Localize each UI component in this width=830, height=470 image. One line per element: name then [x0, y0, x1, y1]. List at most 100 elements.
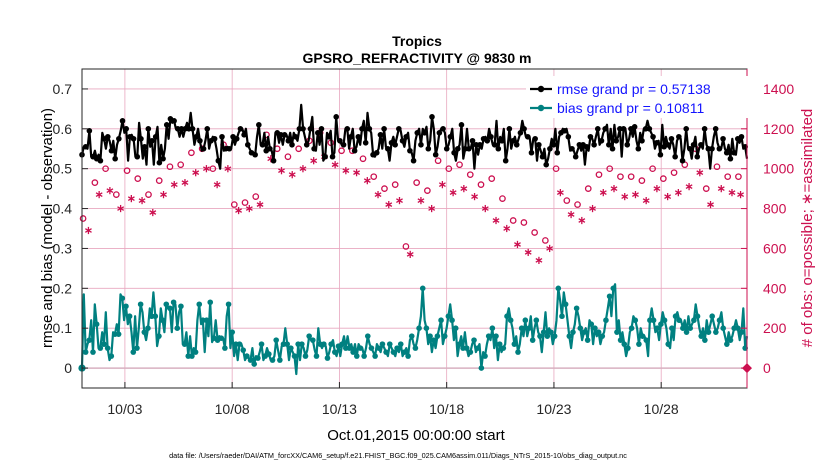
- rmse-point: [300, 126, 306, 132]
- obs-possible-point: [155, 177, 163, 184]
- legend-rmse-marker: [537, 85, 545, 93]
- obs-assimilated-point: [417, 196, 425, 205]
- obs-possible-point: [627, 173, 635, 181]
- rmse-point: [569, 145, 575, 152]
- rmse-point: [624, 141, 631, 148]
- obs-assimilated-point: [621, 193, 629, 201]
- rmse-point: [241, 131, 247, 138]
- rmse-point: [561, 128, 568, 134]
- bias-point: [203, 317, 210, 324]
- obs-possible-point: [434, 157, 442, 165]
- rmse-point: [690, 141, 697, 148]
- obs-possible-point: [735, 173, 742, 181]
- bias-point: [584, 337, 591, 343]
- y-left-tick-label: 0.3: [53, 240, 73, 256]
- bias-point: [269, 357, 276, 363]
- x-tick-label: 10/08: [215, 401, 250, 417]
- bias-point: [654, 325, 661, 331]
- obs-assimilated-point: [117, 204, 125, 213]
- obs-possible-point: [424, 187, 431, 194]
- bias-point: [126, 313, 133, 320]
- rmse-point: [145, 126, 152, 132]
- obs-assimilated-point: [310, 157, 318, 165]
- obs-possible-point: [166, 163, 174, 171]
- bias-point: [573, 305, 580, 312]
- bias-point: [251, 361, 258, 367]
- bias-point: [485, 333, 492, 339]
- bias-point: [500, 345, 507, 351]
- bias-point: [636, 341, 642, 347]
- rmse-point: [513, 141, 520, 148]
- rmse-point: [215, 157, 222, 164]
- bias-point: [332, 349, 338, 355]
- bias-point: [86, 337, 93, 343]
- rmse-point: [414, 130, 421, 136]
- obs-possible-point: [445, 165, 453, 173]
- bias-point: [225, 301, 232, 308]
- rmse-point: [502, 157, 509, 164]
- rmse-point: [112, 155, 118, 162]
- obs-possible-point: [552, 165, 560, 173]
- bias-point: [82, 349, 89, 355]
- rmse-point: [318, 126, 325, 132]
- bias-point: [603, 317, 609, 324]
- bias-point: [266, 351, 272, 357]
- rmse-point: [377, 131, 384, 138]
- obs-possible-point: [606, 165, 614, 173]
- rmse-point: [443, 145, 450, 152]
- rmse-point: [591, 141, 597, 148]
- obs-assimilated-point: [599, 189, 607, 197]
- chart-subtitle: GPSRO_REFRACTIVITY @ 9830 m: [303, 50, 532, 66]
- bias-point: [489, 325, 496, 331]
- obs-assimilated-point: [353, 169, 361, 177]
- bias-point: [247, 357, 254, 363]
- rmse-point: [141, 143, 148, 150]
- obs-possible-point: [488, 175, 496, 183]
- bias-point: [141, 329, 148, 335]
- bias-point: [727, 337, 734, 343]
- bias-point: [104, 345, 111, 351]
- bias-point: [683, 329, 690, 335]
- obs-possible-point: [102, 165, 109, 173]
- bias-point: [493, 333, 499, 339]
- rmse-point: [259, 141, 266, 148]
- obs-possible-point: [370, 173, 378, 181]
- rmse-point: [550, 141, 557, 148]
- bias-point: [379, 341, 386, 347]
- bias-point: [361, 353, 367, 359]
- rmse-point: [698, 141, 704, 148]
- rmse-point: [583, 143, 590, 150]
- rmse-point: [152, 133, 159, 140]
- obs-possible-point: [112, 191, 120, 198]
- bias-point: [350, 349, 356, 355]
- bias-point: [687, 325, 694, 331]
- bias-point: [639, 333, 646, 339]
- rmse-point: [407, 147, 413, 154]
- bias-point: [207, 299, 214, 306]
- obs-assimilated-point: [288, 171, 296, 179]
- data-file-footnote: data file: /Users/raeder/DAI/ATM_forcXX/…: [169, 451, 627, 460]
- bias-point: [299, 341, 305, 347]
- rmse-point: [359, 126, 365, 132]
- bias-point: [357, 345, 364, 351]
- obs-assimilated-point: [396, 196, 403, 205]
- rmse-point: [307, 126, 314, 132]
- obs-assimilated-point: [363, 177, 371, 185]
- bias-point: [137, 301, 144, 308]
- rmse-point: [82, 143, 89, 150]
- rmse-point: [484, 137, 491, 144]
- obs-possible-point: [466, 171, 474, 179]
- bias-point: [592, 325, 598, 331]
- rmse-point: [543, 161, 550, 168]
- obs-assimilated-point: [127, 194, 135, 203]
- legend-rmse-label: rmse grand pr = 0.57138: [557, 81, 711, 97]
- obs-possible-point: [145, 191, 152, 198]
- obs-assimilated-point: [471, 193, 479, 201]
- obs-assimilated-point: [235, 206, 243, 215]
- bias-point: [229, 329, 236, 335]
- rmse-point: [130, 135, 137, 142]
- bias-point: [115, 331, 122, 337]
- bias-point: [570, 329, 576, 335]
- rmse-point: [506, 126, 513, 132]
- obs-possible-point: [123, 167, 131, 175]
